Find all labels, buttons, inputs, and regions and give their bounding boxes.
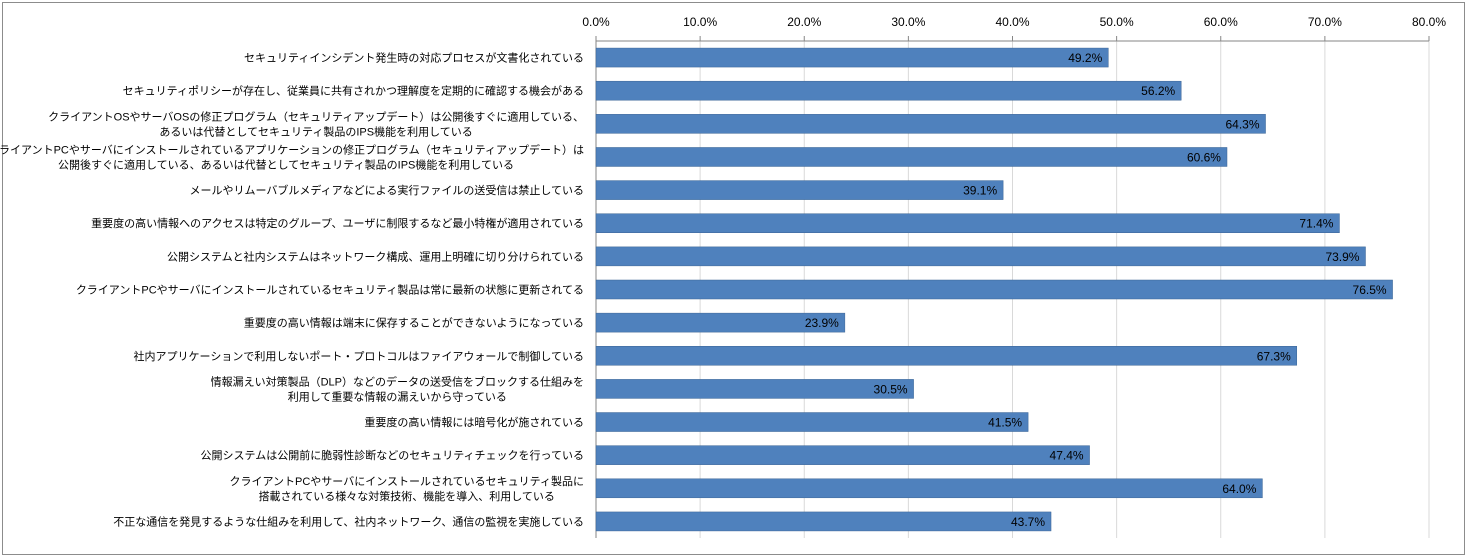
data-label: 23.9%	[805, 316, 839, 330]
x-tick-label: 0.0%	[582, 15, 610, 29]
category-label: 公開システムは公開前に脆弱性診断などのセキュリティチェックを行っている	[201, 448, 584, 462]
bar	[595, 478, 1263, 499]
x-tick-label: 20.0%	[787, 15, 821, 29]
data-label: 49.2%	[1068, 51, 1102, 65]
category-label: セキュリティポリシーが存在し、従業員に共有されかつ理解度を定期的に確認する機会が…	[123, 84, 584, 98]
category-label: 公開システムと社内システムはネットワーク構成、運用上明確に切り分けられている	[167, 249, 584, 263]
data-label: 64.3%	[1225, 117, 1259, 131]
bar	[595, 346, 1298, 366]
category-label: セキュリティインシデント発生時の対応プロセスが文書化されている	[244, 51, 584, 65]
bar	[595, 445, 1090, 465]
category-label: クライアントPCやサーバにインストールされているセキュリティ製品は常に最新の状態…	[76, 283, 584, 297]
x-tick-label: 30.0%	[891, 15, 925, 29]
category-label: クライアントOSやサーバOSの修正プログラム（セキュリティアップデート）は公開後…	[48, 109, 584, 123]
x-tick-label: 10.0%	[683, 15, 717, 29]
category-label: 重要度の高い情報には暗号化が施されている	[364, 415, 584, 429]
category-label: 公開後すぐに適用している、あるいは代替としてセキュリティ製品のIPS機能を利用し…	[58, 157, 514, 171]
data-label: 71.4%	[1299, 217, 1333, 231]
x-tick-label: 80.0%	[1412, 15, 1446, 29]
data-label: 41.5%	[988, 416, 1022, 430]
x-tick-label: 60.0%	[1204, 15, 1238, 29]
bar	[595, 246, 1366, 267]
x-tick-label: 40.0%	[995, 15, 1029, 29]
bar	[595, 147, 1228, 167]
category-label: 社内アプリケーションで利用しないポート・プロトコルはファイアウォールで制御してい…	[134, 349, 584, 363]
category-label: 搭載されている様々な対策技術、機能を導入、利用している	[259, 489, 555, 503]
bar	[595, 412, 1029, 432]
data-label: 39.1%	[963, 184, 997, 198]
data-label: 56.2%	[1141, 84, 1175, 98]
category-label: 情報漏えい対策製品（DLP）などのデータの送受信をブロックする仕組みを	[211, 374, 584, 388]
bar	[595, 114, 1266, 134]
bar	[595, 312, 846, 333]
data-label: 67.3%	[1257, 349, 1291, 363]
x-tick-label: 70.0%	[1308, 15, 1342, 29]
data-label: 76.5%	[1353, 283, 1387, 297]
bar	[595, 47, 1109, 68]
data-label: 60.6%	[1187, 150, 1221, 164]
category-label: あるいは代替としてセキュリティ製品のIPS機能を利用している	[159, 124, 472, 138]
category-label: 重要度の高い情報は端末に保存することができないようになっている	[244, 316, 584, 330]
bar	[595, 279, 1393, 300]
bar	[595, 511, 1052, 532]
category-label: 重要度の高い情報へのアクセスは特定のグループ、ユーザに制限するなど最小特権が適用…	[91, 216, 584, 230]
category-label: クライアントPCやサーバにインストールされているアプリケーションの修正プログラム…	[0, 142, 584, 156]
category-label: クライアントPCやサーバにインストールされているセキュリティ製品に	[229, 474, 584, 488]
bar	[595, 213, 1340, 233]
category-label: 不正な通信を発見するような仕組みを利用して、社内ネットワーク、通信の監視を実施し…	[113, 514, 584, 528]
category-label: メールやリムーバブルメディアなどによる実行ファイルの送受信は禁止している	[190, 183, 584, 197]
category-label: 利用して重要な情報の漏えいから守っている	[288, 389, 507, 403]
data-label: 30.5%	[874, 382, 908, 396]
bar	[595, 180, 1004, 200]
x-tick-label: 50.0%	[1100, 15, 1134, 29]
data-label: 47.4%	[1050, 449, 1084, 463]
bar	[595, 80, 1182, 101]
data-label: 64.0%	[1222, 482, 1256, 496]
bar	[595, 379, 914, 399]
data-label: 43.7%	[1011, 515, 1045, 529]
data-label: 73.9%	[1325, 250, 1359, 264]
